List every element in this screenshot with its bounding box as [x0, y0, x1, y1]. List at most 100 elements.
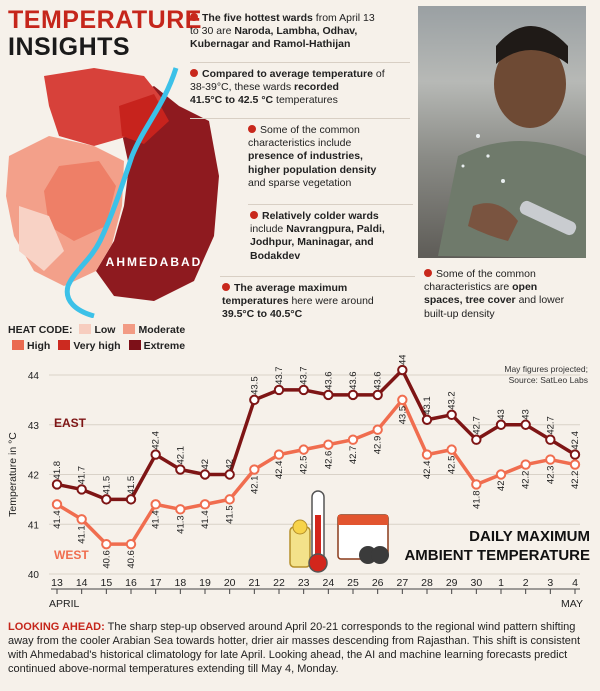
data-label: 41.5	[126, 476, 137, 495]
data-label: 42.4	[151, 431, 162, 450]
photo-man-water	[418, 6, 586, 258]
x-tick-label: 14	[76, 577, 88, 589]
x-tick-label: 27	[396, 577, 408, 589]
bullet-1: The five hottest wards from April 13 to 3…	[190, 12, 375, 51]
data-point	[125, 494, 137, 505]
data-label: 41.3	[175, 515, 186, 534]
data-label: 42.1	[249, 476, 260, 495]
heat-illustration-icon	[289, 490, 389, 573]
data-point	[199, 469, 211, 480]
data-label: 43.6	[323, 371, 334, 390]
data-label: 41.8	[52, 461, 63, 480]
footer-label: LOOKING AHEAD:	[8, 621, 105, 633]
map-city-label: AHMEDABAD	[106, 255, 203, 269]
data-label: 43.7	[299, 366, 310, 385]
x-tick-label: 4	[572, 577, 578, 589]
data-label: 41.7	[77, 466, 88, 485]
heat-code-item-label: Moderate	[138, 324, 186, 336]
x-tick-label: 1	[498, 577, 504, 589]
sabarmati-river	[64, 67, 179, 318]
data-label: 42.5	[447, 456, 458, 475]
bullet-dot-icon	[250, 211, 258, 219]
heat-code-item: Moderate	[123, 324, 185, 336]
source-note: Source: SatLeo Labs	[509, 375, 588, 385]
x-tick-label: 28	[421, 577, 433, 589]
heat-code-label: HEAT CODE:	[8, 324, 73, 336]
data-label: 42.4	[274, 461, 285, 480]
x-tick-label: 2	[523, 577, 529, 589]
data-point	[150, 449, 161, 460]
y-tick-label: 42	[28, 471, 40, 482]
x-tick-label: 16	[125, 577, 137, 589]
bullet-dot-icon	[190, 13, 198, 21]
data-point	[224, 469, 235, 480]
data-label: 42.7	[545, 416, 556, 435]
heat-code-item: Low	[79, 324, 115, 336]
chart-background	[0, 355, 600, 617]
data-point	[298, 444, 309, 455]
heat-code-item-label: High	[27, 340, 51, 352]
x-tick-label: 18	[174, 577, 186, 589]
data-point	[569, 449, 581, 460]
y-tick-label: 40	[28, 570, 40, 581]
data-label: 43	[521, 409, 532, 420]
data-label: 42.6	[323, 451, 334, 470]
x-tick-label: 24	[322, 577, 334, 589]
bullet-3: Some of the common characteristics includ…	[248, 124, 377, 189]
data-label: 42.2	[521, 471, 532, 490]
bullet-5: The average maximum temperatures here wer…	[222, 282, 374, 321]
heat-code-swatch	[58, 340, 71, 350]
data-label: 43.6	[348, 371, 359, 390]
x-tick-label: 20	[224, 577, 236, 589]
data-point	[273, 449, 285, 460]
y-tick-label: 41	[28, 520, 40, 531]
x-tick-label: 3	[547, 577, 553, 589]
month-label-may: MAY	[561, 598, 583, 610]
bullet-dot-icon	[424, 269, 432, 277]
data-point	[273, 384, 285, 396]
data-point	[520, 459, 531, 470]
data-label: 40.6	[126, 550, 137, 569]
data-label: 42.7	[348, 446, 359, 465]
series-line-east	[56, 368, 576, 502]
y-tick-label: 43	[28, 421, 40, 432]
heat-code-item: High	[12, 340, 50, 352]
bullet-dot-icon	[222, 283, 230, 291]
data-label: 42	[225, 459, 236, 470]
data-point	[101, 538, 112, 550]
data-label: 42.4	[570, 431, 581, 450]
data-label: 41.4	[52, 510, 63, 528]
title-line-1: TEMPERATURE	[8, 6, 202, 34]
data-point	[471, 434, 482, 445]
heat-code-swatch	[128, 340, 141, 350]
month-label-april: APRIL	[49, 598, 80, 610]
data-point	[175, 464, 186, 475]
x-tick-label: 19	[199, 577, 211, 589]
data-point	[76, 514, 87, 525]
data-label: 41.8	[471, 490, 482, 509]
data-point	[51, 479, 63, 490]
data-label: 42	[200, 459, 211, 470]
x-tick-label: 26	[372, 577, 384, 589]
map-region-center	[44, 161, 116, 241]
bullet-dot-icon	[248, 125, 256, 133]
data-point	[446, 444, 457, 455]
heat-code-swatch	[79, 324, 92, 334]
x-tick-label: 23	[298, 577, 310, 589]
data-point	[76, 484, 87, 495]
heat-code-swatch	[12, 340, 24, 350]
x-tick-label: 15	[100, 577, 112, 589]
data-label: 42	[496, 481, 507, 492]
data-point	[101, 494, 112, 505]
ward-heat-map: AHMEDABAD	[6, 67, 219, 318]
data-point	[372, 389, 383, 401]
data-label: 42.3	[545, 466, 556, 485]
data-label: 43.7	[274, 366, 285, 385]
heat-code-item-label: Low	[94, 324, 116, 336]
data-point	[125, 538, 137, 550]
x-tick-label: 21	[248, 577, 260, 589]
y-tick-label: 44	[28, 371, 40, 382]
data-point	[347, 434, 359, 445]
data-point	[545, 434, 556, 445]
